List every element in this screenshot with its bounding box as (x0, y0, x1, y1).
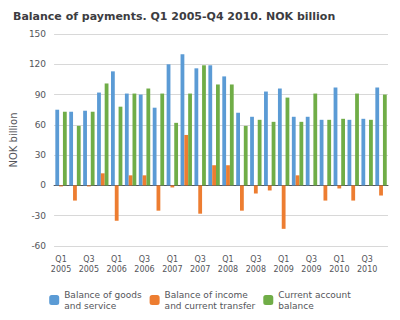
svg-text:90: 90 (35, 90, 47, 100)
svg-text:Q1: Q1 (111, 255, 122, 264)
svg-text:2007: 2007 (162, 265, 182, 274)
svg-text:Q3: Q3 (139, 255, 150, 264)
svg-text:Balance of goods: Balance of goods (64, 290, 142, 300)
svg-text:-30: -30 (31, 211, 46, 221)
svg-text:Q1: Q1 (278, 255, 289, 264)
svg-text:2010: 2010 (329, 265, 349, 274)
svg-text:Balance of income: Balance of income (165, 290, 249, 300)
svg-text:2009: 2009 (273, 265, 293, 274)
svg-text:60: 60 (35, 120, 47, 130)
svg-text:2005: 2005 (51, 265, 71, 274)
svg-text:Q1: Q1 (334, 255, 345, 264)
svg-text:and current transfer: and current transfer (165, 301, 256, 311)
svg-text:120: 120 (29, 59, 46, 69)
svg-text:NOK billion: NOK billion (8, 112, 19, 167)
svg-text:Q3: Q3 (306, 255, 317, 264)
svg-text:Q3: Q3 (250, 255, 261, 264)
svg-text:Q3: Q3 (83, 255, 94, 264)
svg-text:2006: 2006 (134, 265, 154, 274)
svg-text:2010: 2010 (357, 265, 377, 274)
svg-text:2008: 2008 (246, 265, 266, 274)
svg-text:2005: 2005 (79, 265, 99, 274)
svg-text:Q1: Q1 (222, 255, 233, 264)
svg-text:Balance of payments. Q1 2005-Q: Balance of payments. Q1 2005-Q4 2010. NO… (13, 10, 335, 23)
svg-text:Q3: Q3 (361, 255, 372, 264)
svg-text:2006: 2006 (107, 265, 127, 274)
svg-text:-60: -60 (31, 241, 46, 251)
svg-text:2008: 2008 (218, 265, 238, 274)
svg-text:and service: and service (64, 301, 116, 311)
svg-text:Q1: Q1 (167, 255, 178, 264)
svg-text:Q3: Q3 (194, 255, 205, 264)
svg-text:Current account: Current account (278, 290, 351, 300)
svg-text:0: 0 (40, 180, 46, 190)
svg-text:30: 30 (35, 150, 47, 160)
svg-text:balance: balance (278, 301, 314, 311)
svg-text:Q1: Q1 (55, 255, 66, 264)
svg-text:2007: 2007 (190, 265, 210, 274)
svg-text:2009: 2009 (301, 265, 321, 274)
svg-text:150: 150 (29, 29, 46, 39)
